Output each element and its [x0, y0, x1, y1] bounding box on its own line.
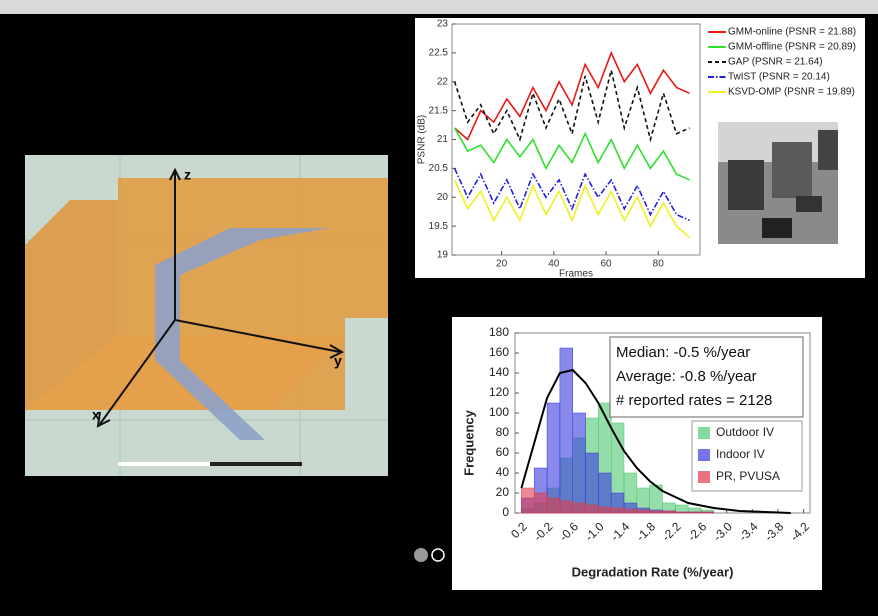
legend-label: GAP (PSNR = 21.64) — [728, 57, 823, 68]
y-tick-label: 22.5 — [429, 48, 449, 59]
axis-label: z — [184, 167, 191, 183]
annotation: Average: -0.8 %/year — [616, 368, 757, 385]
y-tick-label: 140 — [489, 365, 509, 379]
diagram: z y x — [25, 155, 388, 476]
legend-label: Indoor IV — [716, 447, 765, 461]
top-bar — [0, 0, 878, 14]
strip — [155, 228, 330, 360]
x-axis-label: Frames — [559, 269, 593, 280]
histogram-bar — [662, 510, 676, 514]
axis-label: x — [92, 407, 100, 423]
x-tick-label: 40 — [548, 259, 560, 270]
scale-bar — [210, 462, 302, 466]
y-tick-label: 120 — [489, 385, 509, 399]
annotation: Median: -0.5 %/year — [616, 344, 750, 361]
histogram-bar — [533, 492, 548, 514]
y-tick-label: 80 — [496, 425, 510, 439]
y-tick-label: 160 — [489, 345, 509, 359]
data-line — [453, 70, 690, 143]
legend-label: Outdoor IV — [716, 425, 774, 439]
y-tick-label: 40 — [496, 465, 510, 479]
histogram-bar — [546, 402, 561, 514]
histogram-bar — [546, 497, 561, 514]
histogram-bar — [598, 506, 612, 514]
y-axis-label: Frequency — [461, 409, 476, 476]
legend-swatch — [698, 449, 710, 461]
x-tick-label: 20 — [496, 259, 508, 270]
legend-label: GMM-offline (PSNR = 20.89) — [728, 42, 856, 53]
y-tick-label: 100 — [489, 405, 509, 419]
y-tick-label: 21 — [437, 134, 449, 145]
y-tick-label: 19.5 — [429, 221, 449, 232]
data-line — [453, 168, 690, 222]
data-line — [454, 50, 690, 141]
x-axis-label: Degradation Rate (%/year) — [572, 564, 734, 579]
y-axis-label: PSNR (dB) — [417, 115, 428, 164]
data-line — [453, 127, 690, 181]
photo — [718, 122, 838, 244]
x-tick-label: 80 — [653, 259, 665, 270]
y-tick-label: 19 — [437, 250, 449, 261]
legend-label: PR, PVUSA — [716, 469, 780, 483]
fit-curve — [520, 368, 791, 514]
histogram-bar — [585, 504, 599, 514]
y-tick-label: 23 — [437, 19, 449, 30]
y-tick-label: 20 — [437, 192, 449, 203]
histogram-bar — [521, 487, 535, 514]
legend-label: GMM-online (PSNR = 21.88) — [728, 27, 856, 38]
slide-indicators — [414, 548, 445, 562]
histogram-bar — [700, 511, 715, 514]
slide-dot[interactable] — [431, 548, 445, 562]
scale-bar — [118, 462, 210, 466]
histogram-bar — [610, 507, 625, 514]
data-line — [453, 179, 691, 239]
y-tick-label: 180 — [489, 325, 509, 339]
legend-swatch — [698, 471, 710, 483]
slide-dot[interactable] — [414, 548, 428, 562]
histogram-bar — [675, 511, 689, 514]
legend-swatch — [698, 427, 710, 439]
histogram-bar — [649, 510, 663, 514]
coordinate-axes — [96, 167, 345, 428]
y-tick-label: 60 — [496, 445, 510, 459]
y-tick-label: 21.5 — [429, 105, 449, 116]
legend-label: TwIST (PSNR = 20.14) — [728, 72, 830, 83]
y-tick-label: 20 — [496, 485, 510, 499]
histogram-bar — [585, 452, 599, 514]
histogram-bar — [559, 500, 573, 514]
strip — [155, 360, 265, 440]
histogram-bar — [623, 508, 638, 514]
annotation-box — [609, 336, 804, 418]
axis-label: y — [334, 353, 342, 369]
y-tick-label: 20.5 — [429, 163, 449, 174]
histogram-bar — [636, 509, 650, 514]
annotation: # reported rates = 2128 — [616, 392, 772, 409]
histogram-bar — [687, 511, 702, 514]
histogram-bar — [572, 502, 586, 514]
x-tick-label: 60 — [600, 259, 612, 270]
histogram-bar — [572, 412, 586, 514]
legend-label: KSVD-OMP (PSNR = 19.89) — [728, 87, 855, 98]
legend-box — [691, 420, 803, 492]
y-tick-label: 0 — [502, 505, 509, 519]
y-tick-label: 22 — [437, 76, 449, 87]
